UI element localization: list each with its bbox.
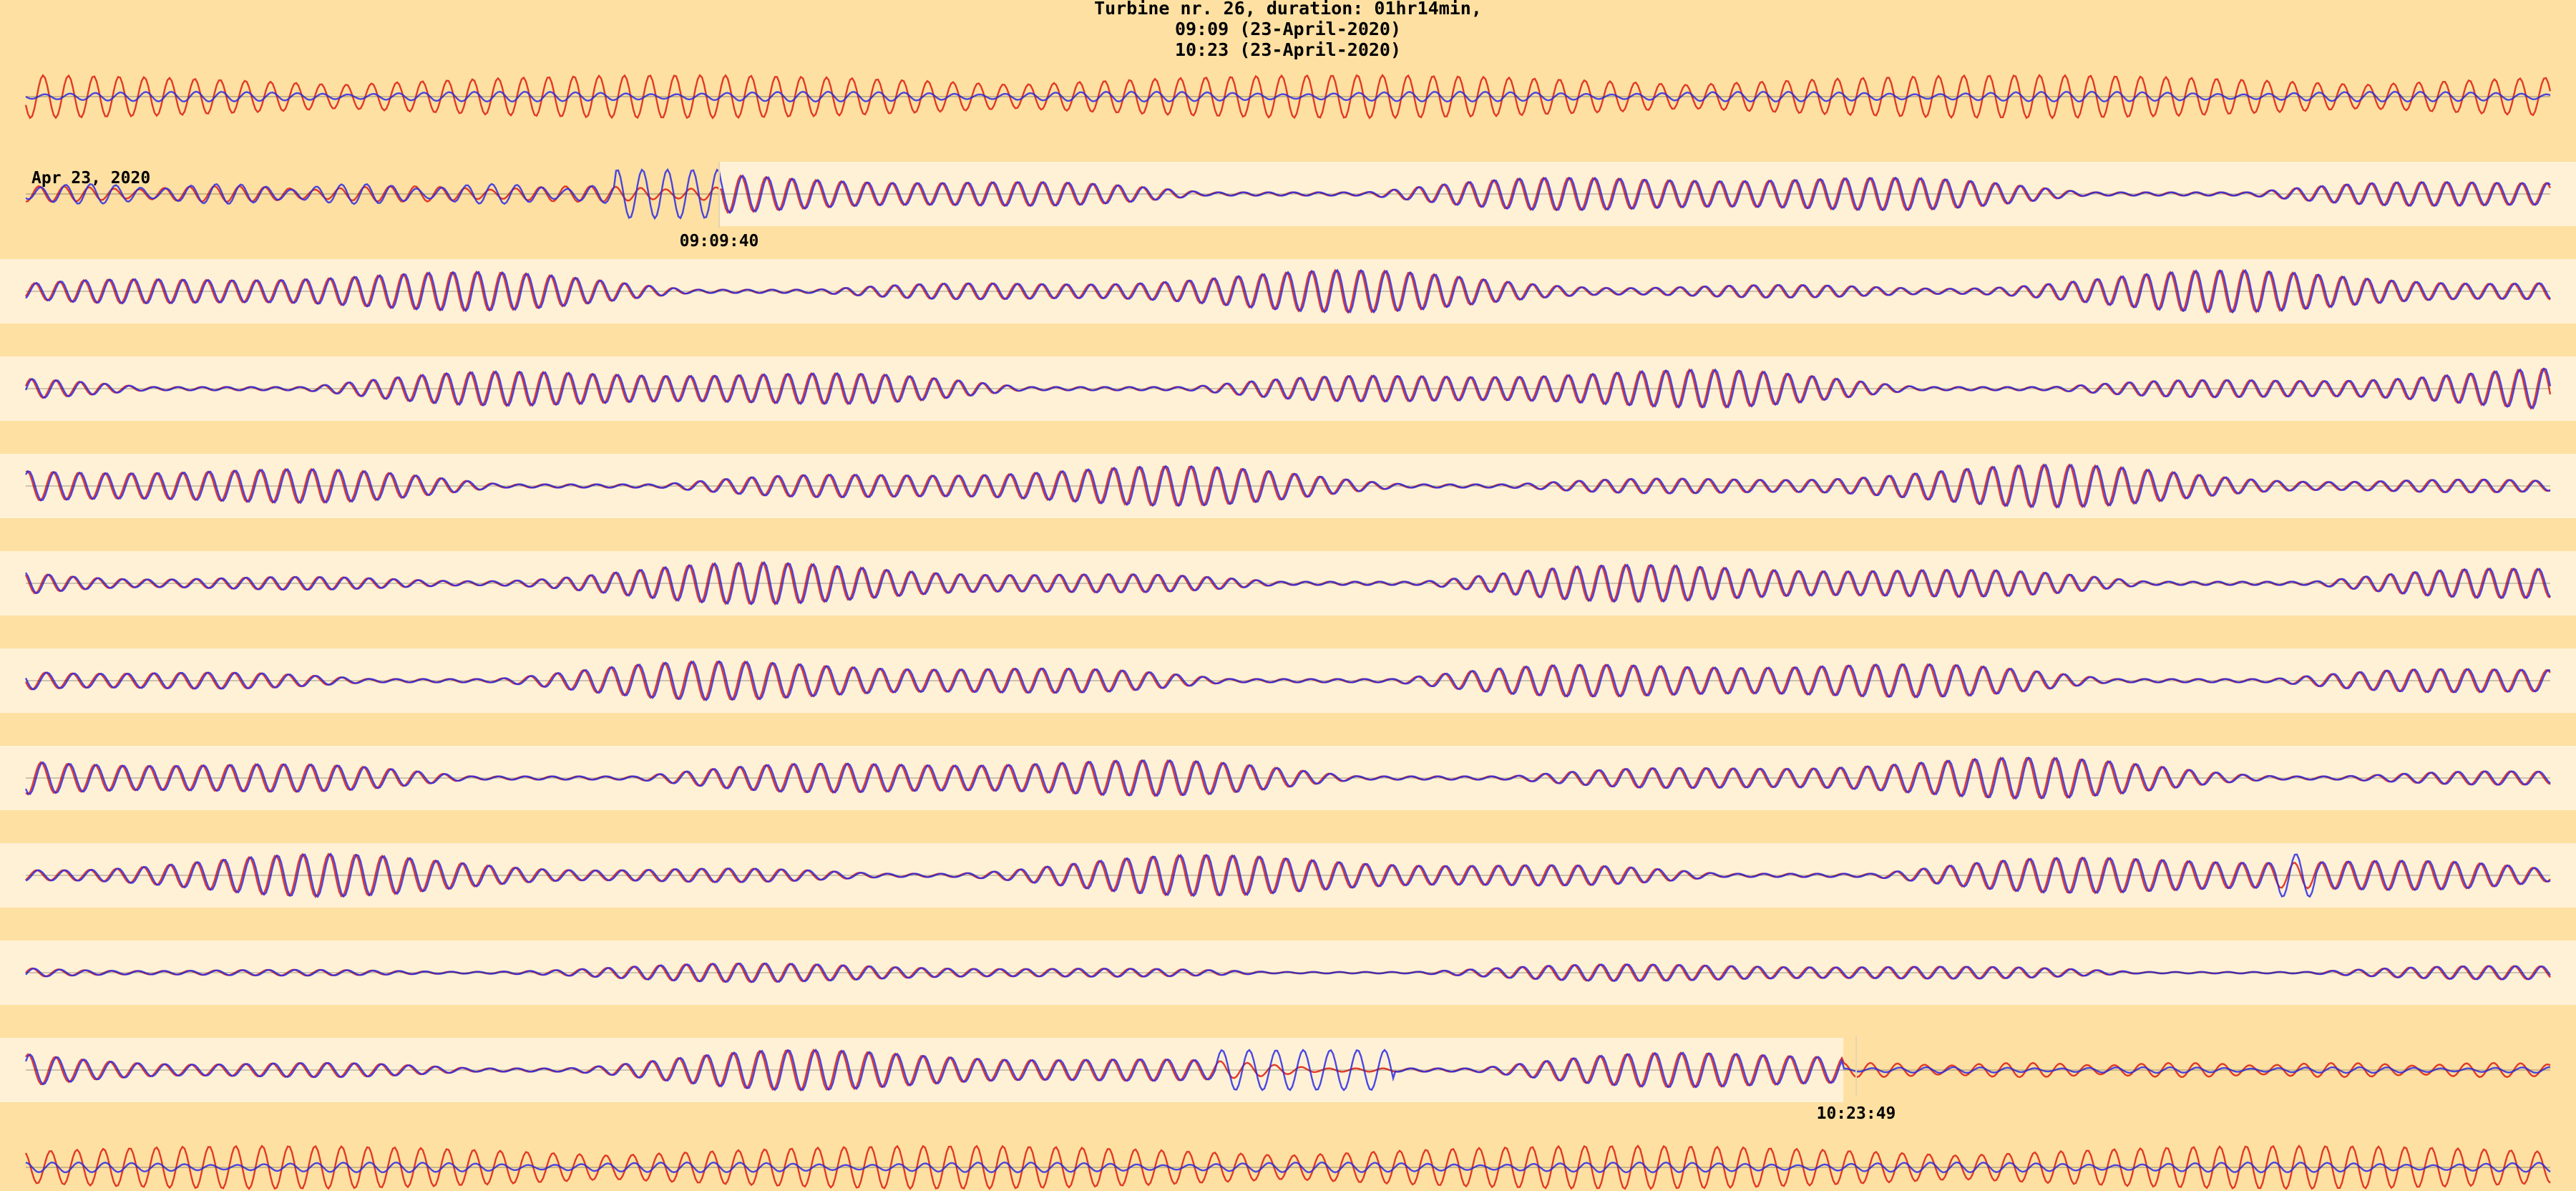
chart-title-line-2: 09:09 (23-April-2020) xyxy=(1175,19,1401,39)
trace-line-series-0 xyxy=(25,852,2551,898)
trace-line-series-1 xyxy=(25,268,2551,314)
trace-line-series-1 xyxy=(24,756,2551,800)
chart-title-line-1: Turbine nr. 26, duration: 01hr14min, xyxy=(1094,0,1482,19)
trace-line-series-1 xyxy=(25,90,2551,103)
chart-title-line-3: 10:23 (23-April-2020) xyxy=(1175,39,1401,60)
trace-line-series-0 xyxy=(24,74,2552,120)
end-time-label: 10:23:49 xyxy=(1817,1104,1896,1123)
trace-line-series-0 xyxy=(24,1144,2551,1190)
trace-line-series-1 xyxy=(24,463,2551,509)
trace-line-series-1 xyxy=(24,367,2552,410)
trace-group xyxy=(24,74,2552,1190)
trace-line-series-1 xyxy=(24,1048,2551,1092)
trace-line-series-1 xyxy=(25,852,2551,898)
trace-line-series-1 xyxy=(24,660,2551,701)
start-time-label: 09:09:40 xyxy=(680,232,759,251)
trace-line-series-1 xyxy=(25,1161,2551,1174)
trace-line-series-0 xyxy=(25,463,2551,509)
date-label: Apr 23, 2020 xyxy=(31,169,150,188)
